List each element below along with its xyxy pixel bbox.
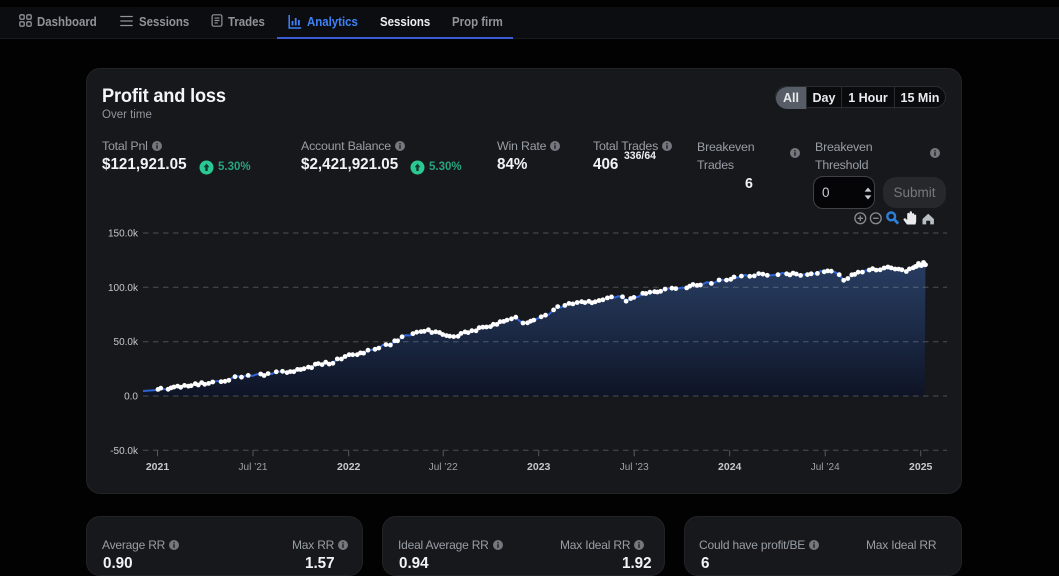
svg-text:50.0k: 50.0k bbox=[114, 337, 139, 348]
svg-text:Jul ’21: Jul ’21 bbox=[239, 462, 268, 473]
svg-text:150.0k: 150.0k bbox=[108, 229, 139, 240]
svg-text:0.0: 0.0 bbox=[124, 392, 138, 403]
svg-text:2021: 2021 bbox=[146, 461, 170, 473]
svg-text:Jul ’23: Jul ’23 bbox=[620, 462, 649, 473]
svg-text:100.0k: 100.0k bbox=[108, 283, 139, 294]
svg-text:2023: 2023 bbox=[527, 461, 551, 473]
svg-text:2022: 2022 bbox=[337, 461, 361, 473]
svg-text:Jul ’24: Jul ’24 bbox=[811, 462, 840, 473]
svg-text:Jul ’22: Jul ’22 bbox=[429, 462, 458, 473]
svg-text:2024: 2024 bbox=[718, 461, 742, 473]
svg-text:2025: 2025 bbox=[909, 461, 933, 473]
svg-text:-50.0k: -50.0k bbox=[110, 446, 139, 457]
